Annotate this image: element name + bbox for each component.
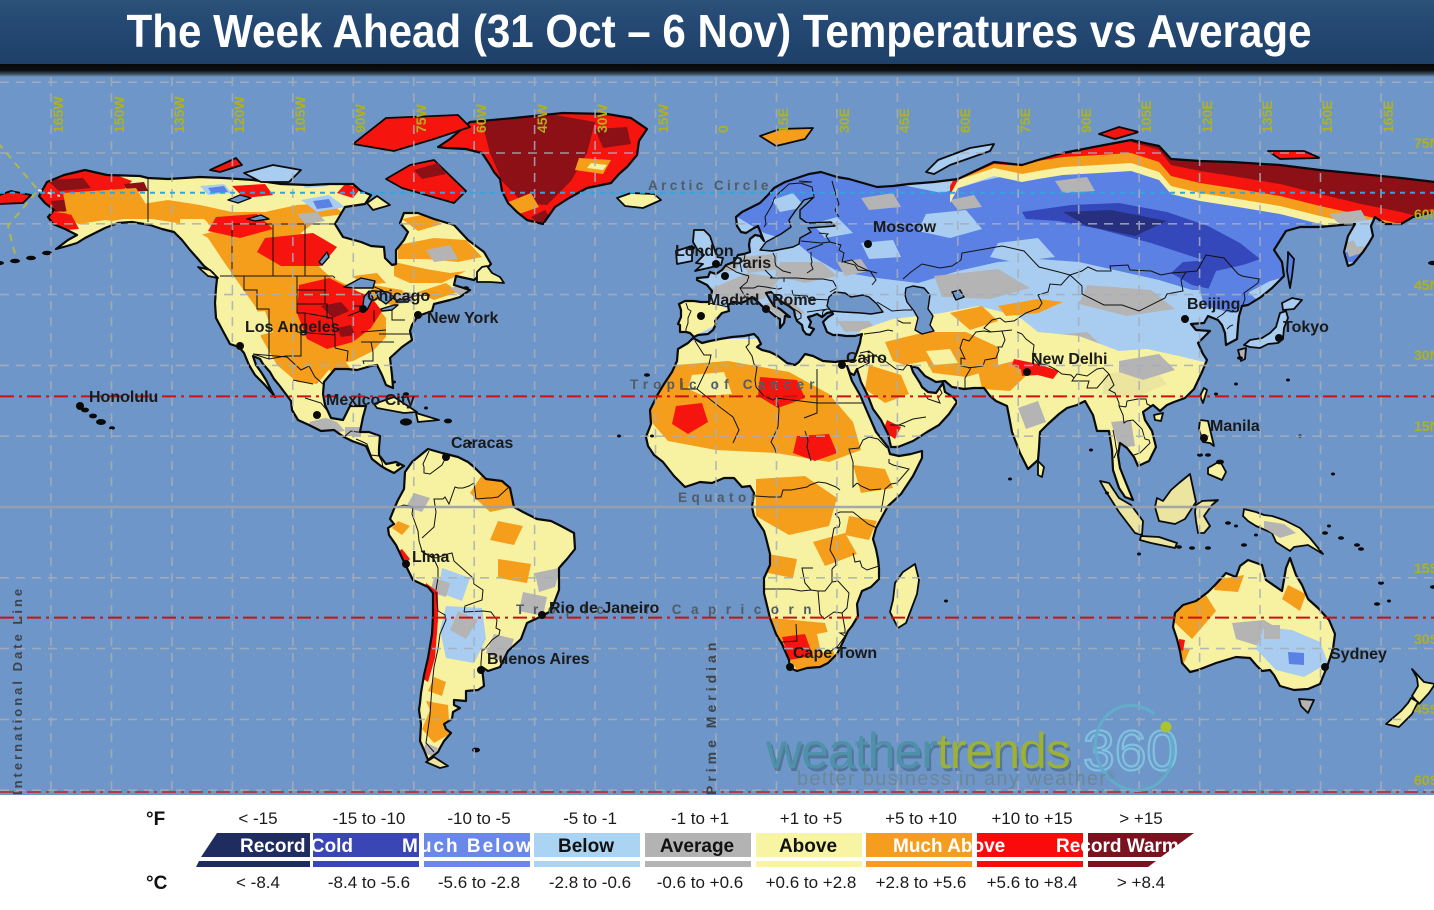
svg-text:150E: 150E bbox=[1319, 100, 1335, 133]
svg-text:Arctic Circle: Arctic Circle bbox=[648, 178, 772, 193]
svg-text:-0.6 to +0.6: -0.6 to +0.6 bbox=[657, 873, 743, 892]
svg-text:+0.6 to +2.8: +0.6 to +2.8 bbox=[766, 873, 857, 892]
svg-text:30S: 30S bbox=[1414, 631, 1434, 647]
svg-text:60N: 60N bbox=[1414, 206, 1434, 222]
svg-text:60W: 60W bbox=[473, 103, 489, 133]
svg-text:75N: 75N bbox=[1414, 135, 1434, 151]
svg-text:30N: 30N bbox=[1414, 347, 1434, 363]
svg-text:-5 to -1: -5 to -1 bbox=[563, 809, 617, 828]
svg-text:120E: 120E bbox=[1199, 100, 1215, 133]
svg-text:Los Angeles: Los Angeles bbox=[245, 319, 340, 336]
svg-text:New York: New York bbox=[427, 310, 499, 327]
svg-text:Tropic of Cancer: Tropic of Cancer bbox=[630, 377, 820, 392]
svg-text:Record Cold: Record Cold bbox=[240, 836, 353, 857]
svg-text:Above: Above bbox=[779, 836, 837, 857]
svg-text:Average: Average bbox=[660, 836, 734, 857]
svg-text:15E: 15E bbox=[775, 108, 791, 133]
svg-text:°F: °F bbox=[146, 809, 165, 830]
svg-text:Rome: Rome bbox=[772, 292, 817, 309]
svg-text:+10 to +15: +10 to +15 bbox=[991, 809, 1072, 828]
svg-text:New Delhi: New Delhi bbox=[1031, 351, 1107, 368]
svg-text:75E: 75E bbox=[1017, 108, 1033, 133]
svg-text:120W: 120W bbox=[231, 96, 247, 133]
svg-text:International Date Line: International Date Line bbox=[10, 586, 25, 795]
svg-text:Cape Town: Cape Town bbox=[793, 645, 877, 662]
svg-text:Moscow: Moscow bbox=[873, 219, 937, 236]
svg-text:Honolulu: Honolulu bbox=[89, 389, 158, 406]
svg-text:-8.4 to -5.6: -8.4 to -5.6 bbox=[328, 873, 410, 892]
svg-text:135W: 135W bbox=[171, 96, 187, 133]
svg-text:-10 to -5: -10 to -5 bbox=[447, 809, 510, 828]
svg-text:+2.8 to +5.6: +2.8 to +5.6 bbox=[876, 873, 967, 892]
svg-text:-15 to -10: -15 to -10 bbox=[333, 809, 406, 828]
svg-text:Prime Meridian: Prime Meridian bbox=[703, 639, 719, 795]
svg-text:+5.6 to +8.4: +5.6 to +8.4 bbox=[987, 873, 1078, 892]
svg-text:135E: 135E bbox=[1259, 100, 1275, 133]
svg-text:better business in any weather: better business in any weather® bbox=[797, 768, 1117, 790]
svg-text:Tropic of Capricorn: Tropic of Capricorn bbox=[516, 602, 821, 617]
svg-text:Madrid: Madrid bbox=[707, 292, 759, 309]
svg-text:+5 to +10: +5 to +10 bbox=[885, 809, 957, 828]
svg-text:weathertrends: weathertrends bbox=[767, 726, 1072, 782]
svg-text:90N: 90N bbox=[1414, 64, 1434, 80]
svg-text:< -8.4: < -8.4 bbox=[236, 873, 280, 892]
svg-text:The Week Ahead (31 Oct – 6 Nov: The Week Ahead (31 Oct – 6 Nov) Temperat… bbox=[127, 5, 1312, 57]
svg-text:< -15: < -15 bbox=[238, 809, 277, 828]
svg-text:90W: 90W bbox=[352, 103, 368, 133]
svg-text:60S: 60S bbox=[1414, 772, 1434, 788]
svg-text:0: 0 bbox=[715, 125, 731, 133]
svg-text:Beijing: Beijing bbox=[1187, 296, 1240, 313]
svg-text:-5.6 to -2.8: -5.6 to -2.8 bbox=[438, 873, 520, 892]
svg-text:15W: 15W bbox=[655, 103, 671, 133]
svg-text:60E: 60E bbox=[957, 108, 973, 133]
svg-text:-1 to +1: -1 to +1 bbox=[671, 809, 729, 828]
svg-text:-2.8 to -0.6: -2.8 to -0.6 bbox=[549, 873, 631, 892]
svg-text:45S: 45S bbox=[1414, 701, 1434, 717]
svg-text:Lima: Lima bbox=[412, 549, 449, 566]
svg-text:165E: 165E bbox=[1380, 100, 1396, 133]
svg-text:75W: 75W bbox=[413, 103, 429, 133]
svg-text:Paris: Paris bbox=[732, 255, 771, 272]
svg-text:45E: 45E bbox=[896, 108, 912, 133]
svg-text:Manila: Manila bbox=[1210, 418, 1260, 435]
svg-text:15S: 15S bbox=[1414, 560, 1434, 576]
svg-text:30E: 30E bbox=[836, 108, 852, 133]
svg-text:Chicago: Chicago bbox=[367, 288, 430, 305]
svg-text:+1 to +5: +1 to +5 bbox=[780, 809, 842, 828]
svg-text:105W: 105W bbox=[292, 96, 308, 133]
svg-text:150W: 150W bbox=[111, 96, 127, 133]
svg-text:London: London bbox=[675, 243, 734, 260]
svg-text:Tokyo: Tokyo bbox=[1283, 319, 1329, 336]
svg-text:Much Below: Much Below bbox=[402, 836, 533, 857]
svg-text:Caracas: Caracas bbox=[451, 435, 513, 452]
svg-text:15N: 15N bbox=[1414, 418, 1434, 434]
svg-text:> +15: > +15 bbox=[1119, 809, 1163, 828]
svg-text:Mexico City: Mexico City bbox=[326, 392, 415, 409]
svg-text:165W: 165W bbox=[50, 96, 66, 133]
svg-text:weathertrends: weathertrends bbox=[765, 723, 1070, 779]
svg-text:Sydney: Sydney bbox=[1330, 646, 1387, 663]
svg-text:90E: 90E bbox=[1078, 108, 1094, 133]
svg-text:Below: Below bbox=[558, 836, 614, 857]
svg-text:Cairo: Cairo bbox=[846, 350, 887, 367]
svg-text:30W: 30W bbox=[594, 103, 610, 133]
svg-text:> +8.4: > +8.4 bbox=[1117, 873, 1165, 892]
svg-text:°C: °C bbox=[146, 873, 168, 894]
svg-text:105E: 105E bbox=[1138, 100, 1154, 133]
svg-text:Rio de Janeiro: Rio de Janeiro bbox=[549, 600, 659, 617]
svg-text:45N: 45N bbox=[1414, 277, 1434, 293]
svg-text:Much Above: Much Above bbox=[893, 836, 1005, 857]
svg-text:45W: 45W bbox=[534, 103, 550, 133]
svg-text:Buenos Aires: Buenos Aires bbox=[487, 651, 590, 668]
svg-text:Record Warm: Record Warm bbox=[1056, 836, 1179, 857]
svg-text:Equator: Equator bbox=[678, 490, 761, 505]
